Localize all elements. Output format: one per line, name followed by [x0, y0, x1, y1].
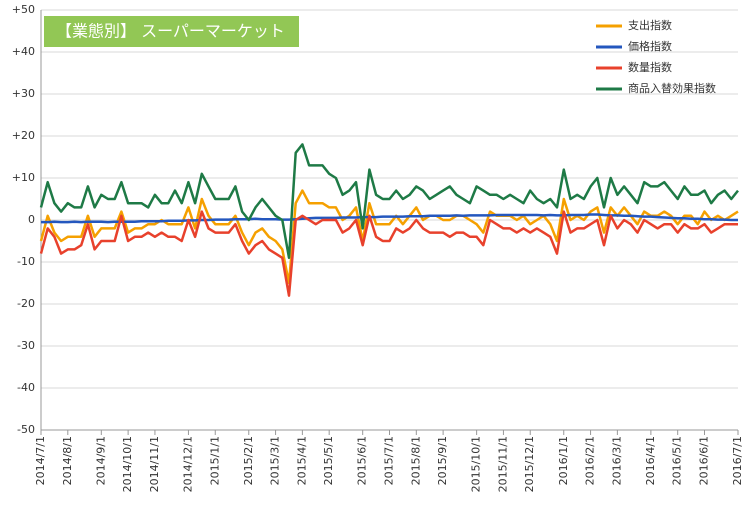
- x-tick-label: 2015/1/1: [208, 436, 221, 485]
- y-tick-label: 0: [28, 213, 35, 226]
- chart-title: 【業態別】 スーパーマーケット: [56, 22, 285, 41]
- x-tick-label: 2015/9/1: [436, 436, 449, 485]
- y-tick-label: +10: [12, 171, 35, 184]
- y-tick-label: -10: [17, 255, 35, 268]
- series-line: [41, 213, 738, 224]
- legend-label: 商品入替効果指数: [628, 81, 716, 95]
- x-tick-label: 2015/2/1: [242, 436, 255, 485]
- x-tick-label: 2014/10/1: [121, 436, 134, 492]
- title-box: [44, 16, 299, 47]
- x-tick-label: 2015/10/1: [470, 436, 483, 492]
- x-tick-label: 2015/11/1: [496, 436, 509, 492]
- legend-label: 支出指数: [628, 18, 672, 32]
- x-tick-label: 2014/7/1: [34, 436, 47, 485]
- x-tick-label: 2014/12/1: [181, 436, 194, 492]
- series-line: [39, 189, 739, 285]
- x-tick-label: 2016/2/1: [584, 436, 597, 485]
- legend-label: 価格指数: [628, 39, 672, 53]
- x-tick-label: 2016/6/1: [697, 436, 710, 485]
- x-tick-label: 2015/8/1: [409, 436, 422, 485]
- x-tick-label: 2015/4/1: [295, 436, 308, 485]
- x-tick-label: 2015/3/1: [269, 436, 282, 485]
- y-tick-label: +20: [12, 129, 35, 142]
- x-tick-label: 2015/5/1: [322, 436, 335, 485]
- series-line: [39, 210, 738, 297]
- x-tick-label: 2016/7/1: [731, 436, 744, 485]
- y-tick-label: -40: [17, 381, 35, 394]
- x-tick-label: 2015/6/1: [356, 436, 369, 485]
- x-tick-label: 2014/8/1: [61, 436, 74, 485]
- x-tick-label: 2015/12/1: [523, 436, 536, 492]
- y-tick-label: -50: [17, 423, 35, 436]
- y-tick-label: +50: [12, 3, 35, 16]
- legend-label: 数量指数: [628, 60, 672, 74]
- x-tick-label: 2014/9/1: [94, 436, 107, 485]
- x-tick-label: 2015/7/1: [383, 436, 396, 485]
- x-tick-label: 2016/3/1: [610, 436, 623, 485]
- y-tick-label: -20: [17, 297, 35, 310]
- x-tick-label: 2016/4/1: [644, 436, 657, 485]
- y-tick-label: +30: [12, 87, 35, 100]
- x-tick-label: 2016/5/1: [671, 436, 684, 485]
- series-line: [39, 143, 739, 260]
- y-tick-label: +40: [12, 45, 35, 58]
- y-tick-label: -30: [17, 339, 35, 352]
- x-tick-label: 2014/11/1: [148, 436, 161, 492]
- x-tick-label: 2016/1/1: [557, 436, 570, 485]
